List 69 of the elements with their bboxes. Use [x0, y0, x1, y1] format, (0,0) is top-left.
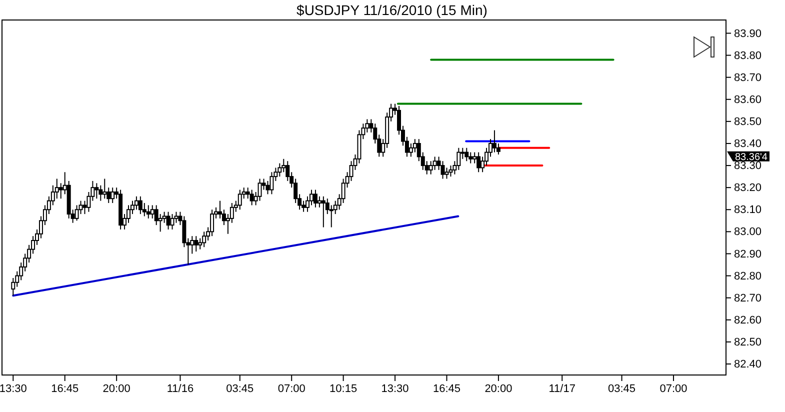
candlestick: [321, 196, 326, 228]
x-tick-label: 03:45: [608, 382, 636, 395]
x-tick-label: 20:00: [484, 382, 512, 395]
candlestick: [440, 160, 445, 180]
y-tick-label: 82.50: [734, 336, 762, 348]
candlestick: [150, 204, 154, 219]
candlestick: [464, 147, 469, 162]
candlestick: [412, 138, 417, 153]
y-tick-label: 83.30: [734, 160, 762, 172]
x-tick-label: 07:00: [660, 382, 688, 395]
chart-title: $USDJPY 11/16/2010 (15 Min): [296, 2, 488, 18]
candlestick: [58, 182, 63, 200]
candlestick: [202, 231, 206, 248]
candlestick: [134, 196, 138, 210]
y-tick-label: 83.80: [734, 50, 762, 62]
candlestick: [166, 211, 170, 230]
y-tick-label: 83.10: [734, 204, 762, 216]
y-tick-label: 83.60: [734, 94, 762, 106]
x-tick-label: 20:00: [102, 382, 130, 395]
candlestick: [472, 152, 477, 164]
y-tick-label: 82.70: [734, 292, 762, 304]
candlestick: [408, 142, 413, 158]
candlestick: [313, 189, 318, 208]
text: 83.36'4: [735, 152, 768, 163]
candlestick: [258, 178, 262, 202]
candlestick: [432, 156, 437, 170]
candlestick: [492, 130, 496, 153]
candlestick: [278, 162, 282, 178]
candlestick: [317, 196, 322, 208]
candlestick: [282, 158, 286, 173]
x-tick-label: 11/17: [548, 382, 576, 395]
y-tick-label: 83.00: [734, 226, 762, 238]
y-tick-label: 83.50: [734, 116, 762, 128]
y-tick-label: 82.40: [734, 358, 762, 370]
y-tick-label: 82.90: [734, 248, 762, 260]
candlestick: [94, 182, 99, 200]
candlestick: [102, 178, 107, 200]
y-tick-label: 83.40: [734, 138, 762, 150]
x-tick-label: 11/16: [166, 382, 194, 395]
candlestick: [468, 152, 473, 164]
candlestick: [82, 200, 87, 215]
y-tick-label: 83.90: [734, 28, 762, 40]
candlestick: [74, 204, 79, 222]
candlestick: [250, 189, 254, 206]
candlestick: [194, 236, 198, 252]
x-tick-label: 03:45: [226, 382, 254, 395]
y-tick-label: 83.70: [734, 72, 762, 84]
candlestick: [266, 180, 270, 195]
y-tick-label: 82.60: [734, 314, 762, 326]
candlestick: [170, 214, 174, 230]
candlestick: [428, 160, 433, 175]
candlestick: [270, 172, 274, 195]
x-tick-label: 07:00: [278, 382, 306, 395]
candlestick: [448, 165, 453, 178]
x-tick-label: 16:45: [51, 382, 79, 395]
candlestick: [110, 187, 115, 204]
candlestick: [456, 147, 461, 170]
x-tick-label: 10:15: [330, 382, 358, 395]
x-tick-label: 13:30: [381, 382, 409, 395]
y-tick-label: 82.80: [734, 270, 762, 282]
candlestick: [444, 167, 449, 180]
candlestick: [210, 209, 214, 237]
candlestick: [138, 196, 142, 215]
candlestick: [238, 189, 242, 210]
candlestick: [476, 152, 481, 173]
y-tick-label: 83.20: [734, 182, 762, 194]
candlestick: [146, 204, 150, 219]
x-tick-label: 13:30: [0, 382, 27, 395]
x-tick-label: 16:45: [432, 382, 461, 395]
